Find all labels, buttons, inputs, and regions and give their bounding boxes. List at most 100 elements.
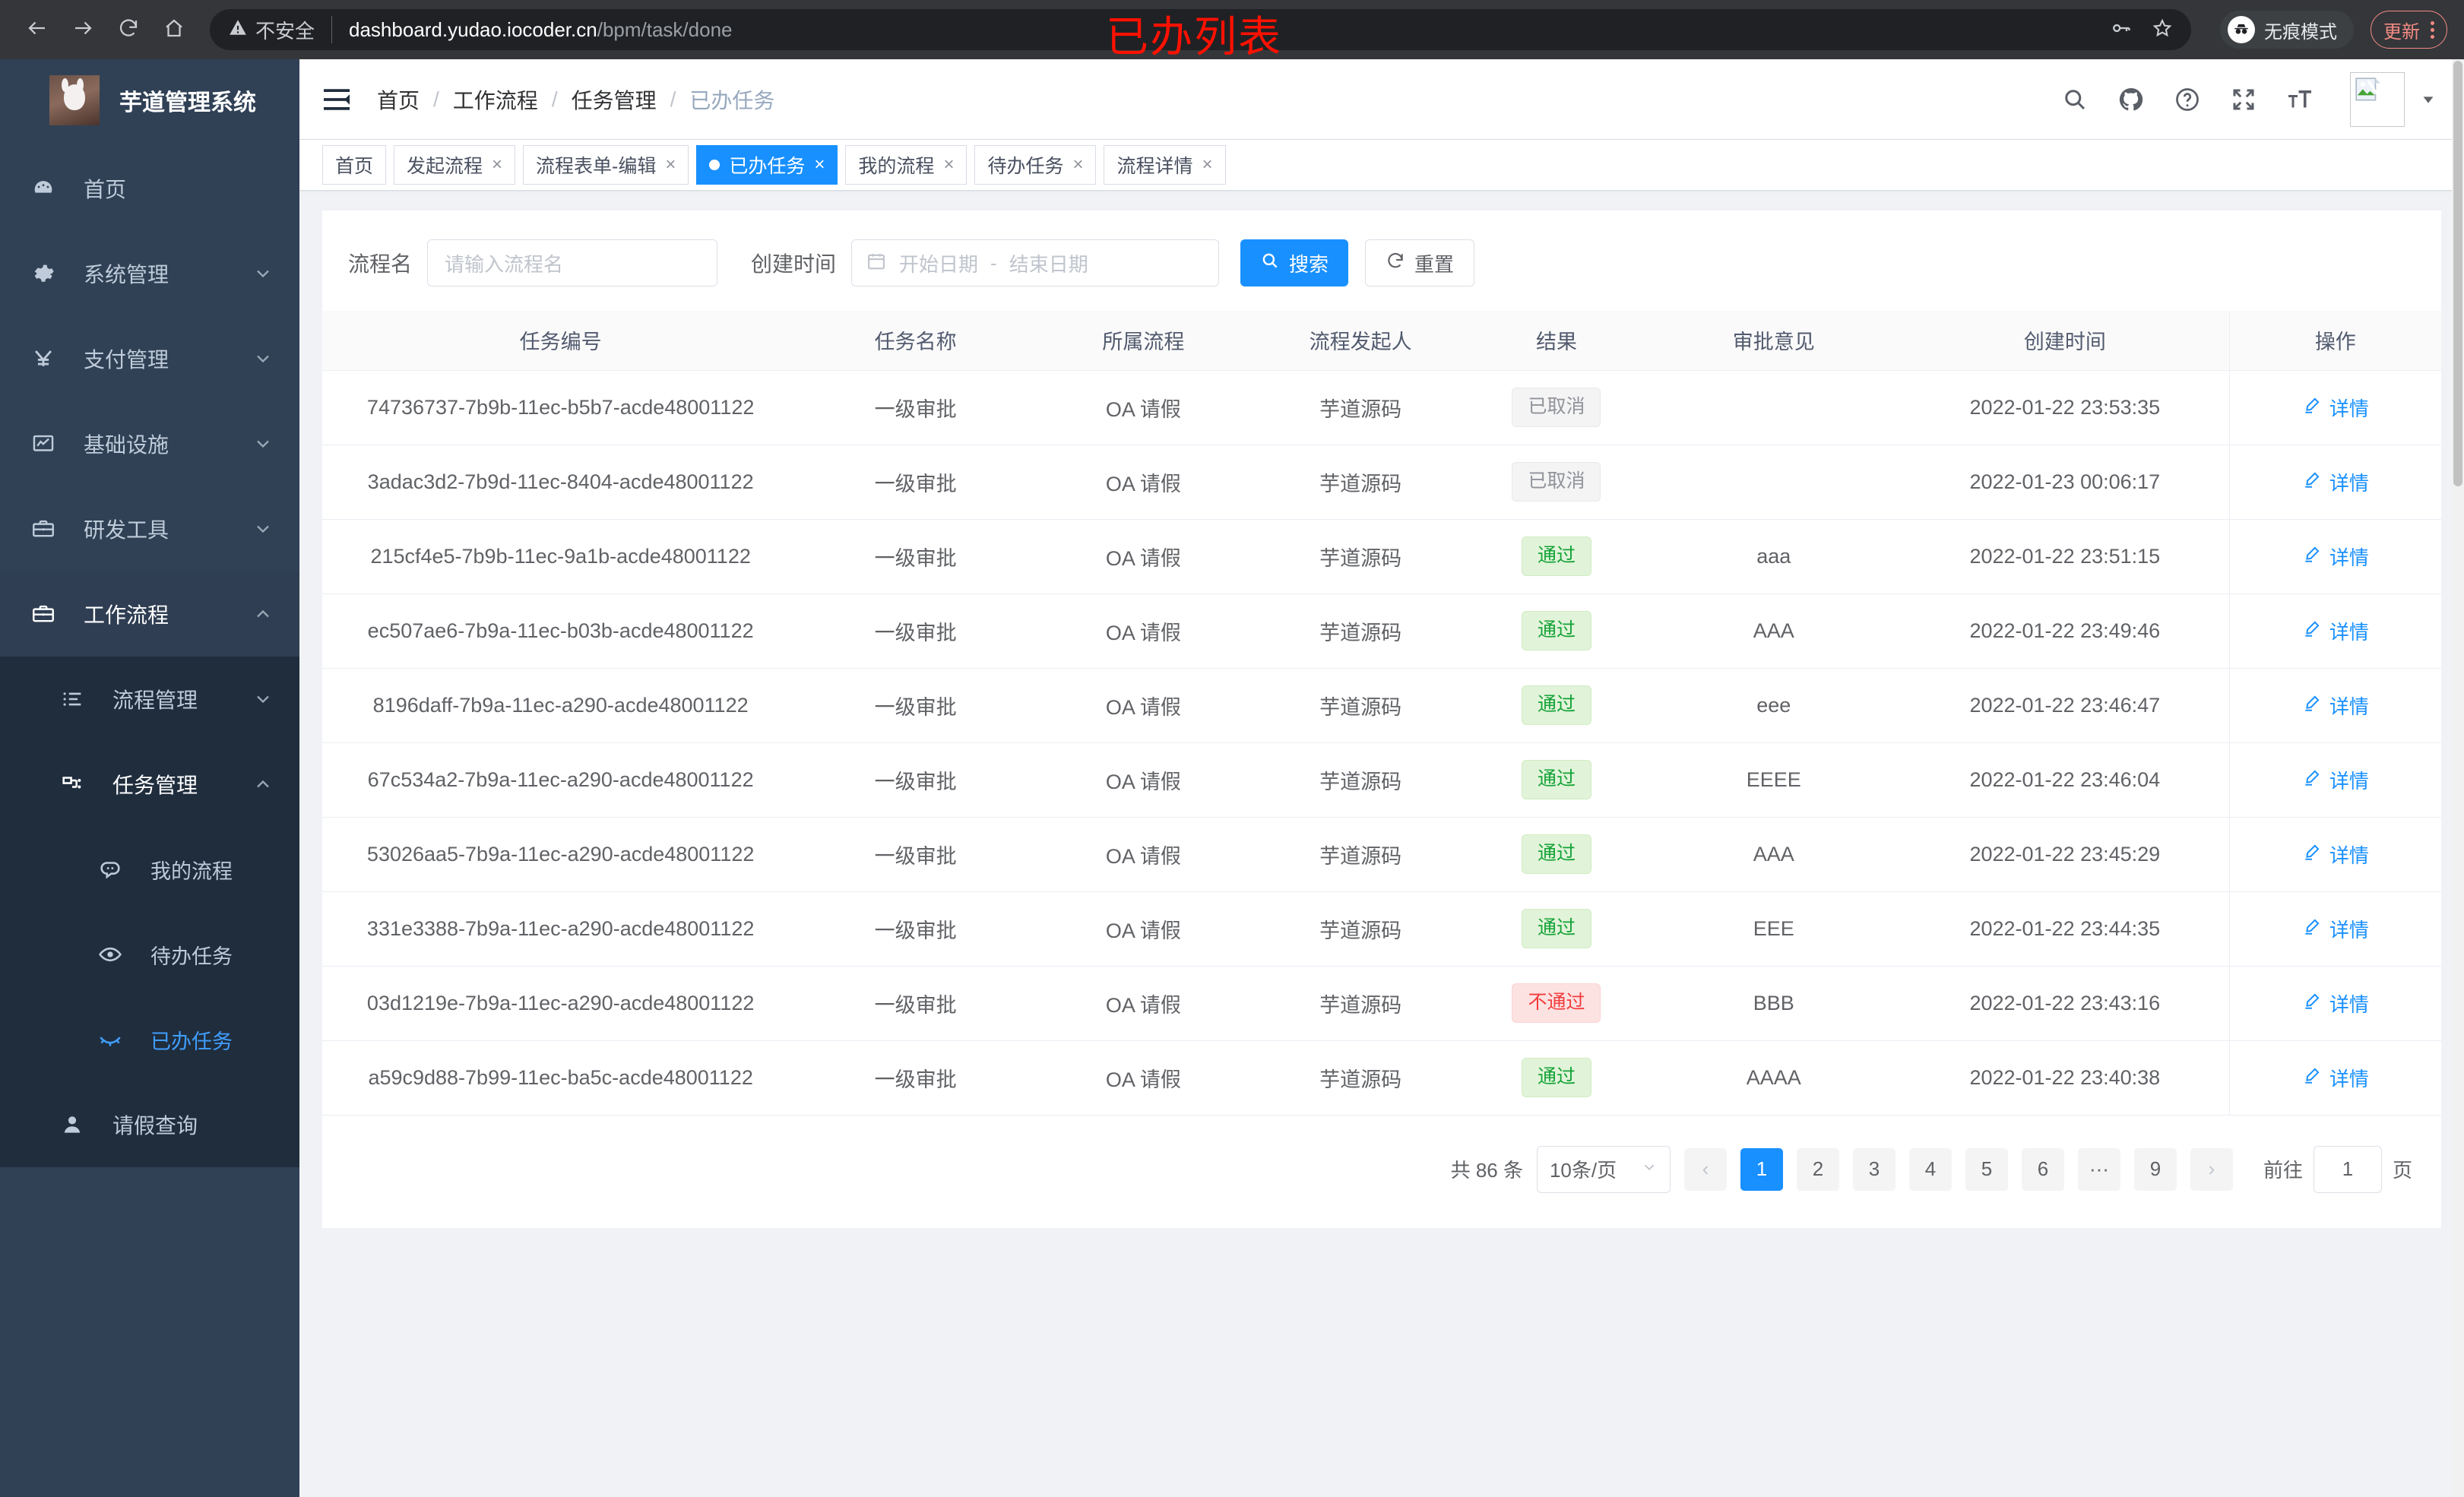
column-header-task-id[interactable]: 任务编号 bbox=[322, 311, 800, 371]
sidebar-item-process-manage[interactable]: 流程管理 bbox=[0, 657, 299, 742]
page-button-5[interactable]: 5 bbox=[1965, 1147, 2008, 1191]
tab-home[interactable]: 首页 bbox=[322, 145, 387, 185]
detail-button[interactable]: 详情 bbox=[2302, 989, 2369, 1018]
sidebar-item-system[interactable]: 系统管理 bbox=[0, 231, 299, 316]
page-ellipsis[interactable]: ··· bbox=[2077, 1147, 2120, 1191]
security-indicator[interactable]: 不安全 bbox=[228, 16, 315, 44]
reset-button[interactable]: 重置 bbox=[1365, 239, 1475, 286]
caret-down-icon[interactable] bbox=[2420, 91, 2437, 108]
sidebar-item-payment[interactable]: 支付管理 bbox=[0, 316, 299, 401]
sidebar-item-devtools[interactable]: 研发工具 bbox=[0, 486, 299, 571]
sidebar-item-done-task[interactable]: 已办任务 bbox=[0, 997, 299, 1082]
page-button-6[interactable]: 6 bbox=[2021, 1147, 2064, 1191]
question-circle-icon[interactable] bbox=[2174, 86, 2201, 113]
sidebar-item-home[interactable]: 首页 bbox=[0, 146, 299, 231]
column-header-task-name[interactable]: 任务名称 bbox=[799, 311, 1032, 371]
star-icon[interactable] bbox=[2152, 17, 2173, 43]
detail-button[interactable]: 详情 bbox=[2302, 617, 2369, 645]
hamburger-icon[interactable] bbox=[321, 83, 354, 116]
page-button-2[interactable]: 2 bbox=[1796, 1147, 1839, 1191]
page-button-4[interactable]: 4 bbox=[1908, 1147, 1952, 1191]
detail-button[interactable]: 详情 bbox=[2302, 1064, 2369, 1092]
key-icon[interactable] bbox=[2111, 17, 2132, 43]
close-icon[interactable]: × bbox=[492, 154, 503, 175]
detail-button[interactable]: 详情 bbox=[2302, 394, 2369, 422]
table-row[interactable]: 8196daff-7b9a-11ec-a290-acde48001122 一级审批… bbox=[322, 668, 2441, 743]
detail-button[interactable]: 详情 bbox=[2302, 543, 2369, 571]
sidebar-item-infrastructure[interactable]: 基础设施 bbox=[0, 401, 299, 486]
cell-task-name: 一级审批 bbox=[799, 817, 1032, 892]
status-badge: 通过 bbox=[1521, 685, 1591, 725]
sidebar-item-task-manage[interactable]: 任务管理 bbox=[0, 742, 299, 827]
detail-button[interactable]: 详情 bbox=[2302, 766, 2369, 794]
detail-button[interactable]: 详情 bbox=[2302, 915, 2369, 943]
table-row[interactable]: a59c9d88-7b99-11ec-ba5c-acde48001122 一级审批… bbox=[322, 1040, 2441, 1116]
forward-button[interactable] bbox=[62, 9, 103, 50]
fullscreen-icon[interactable] bbox=[2230, 86, 2257, 113]
tab-my-process[interactable]: 我的流程 × bbox=[845, 145, 968, 185]
close-icon[interactable]: × bbox=[814, 154, 825, 175]
sidebar-item-leave-query[interactable]: 请假查询 bbox=[0, 1082, 299, 1167]
kebab-menu-icon[interactable] bbox=[2431, 21, 2434, 39]
tab-process-detail[interactable]: 流程详情 × bbox=[1104, 145, 1226, 185]
table-row[interactable]: ec507ae6-7b9a-11ec-b03b-acde48001122 一级审批… bbox=[322, 593, 2441, 669]
table-row[interactable]: 74736737-7b9b-11ec-b5b7-acde48001122 一级审批… bbox=[322, 370, 2441, 445]
tab-todo-task[interactable]: 待办任务 × bbox=[974, 145, 1097, 185]
tab-process-form-edit[interactable]: 流程表单-编辑 × bbox=[523, 145, 689, 185]
brand[interactable]: 芋道管理系统 bbox=[0, 59, 299, 141]
font-size-icon[interactable] bbox=[2286, 86, 2314, 113]
create-time-range-picker[interactable]: 开始日期 - 结束日期 bbox=[851, 239, 1220, 286]
column-header-opinion[interactable]: 审批意见 bbox=[1646, 311, 1902, 371]
sidebar-item-todo-task[interactable]: 待办任务 bbox=[0, 912, 299, 997]
page-button-1[interactable]: 1 bbox=[1740, 1147, 1783, 1191]
breadcrumb-item-workflow[interactable]: 工作流程 bbox=[452, 88, 538, 112]
address-bar[interactable]: 不安全 dashboard.yudao.iocoder.cn/bpm/task/… bbox=[210, 9, 2191, 50]
page-scrollbar[interactable] bbox=[2452, 59, 2464, 1497]
page-size-select[interactable]: 10条/页 bbox=[1536, 1145, 1671, 1193]
column-header-result[interactable]: 结果 bbox=[1466, 311, 1647, 371]
home-button[interactable] bbox=[154, 9, 195, 50]
detail-button[interactable]: 详情 bbox=[2302, 692, 2369, 720]
cell-task-id: 03d1219e-7b9a-11ec-a290-acde48001122 bbox=[322, 966, 800, 1041]
incognito-indicator[interactable]: 无痕模式 bbox=[2220, 11, 2354, 49]
table-row[interactable]: 67c534a2-7b9a-11ec-a290-acde48001122 一级审批… bbox=[322, 742, 2441, 818]
next-page-button[interactable]: › bbox=[2190, 1147, 2233, 1191]
github-icon[interactable] bbox=[2117, 86, 2145, 113]
update-button[interactable]: 更新 bbox=[2371, 11, 2447, 49]
close-icon[interactable]: × bbox=[943, 154, 955, 175]
sidebar-item-workflow[interactable]: 工作流程 bbox=[0, 571, 299, 657]
search-icon[interactable] bbox=[2061, 86, 2089, 113]
avatar[interactable] bbox=[2350, 71, 2405, 127]
scrollbar-thumb[interactable] bbox=[2453, 61, 2462, 486]
tab-done-task[interactable]: 已办任务 × bbox=[696, 145, 838, 185]
close-icon[interactable]: × bbox=[665, 154, 676, 175]
table-row[interactable]: 215cf4e5-7b9b-11ec-9a1b-acde48001122 一级审批… bbox=[322, 519, 2441, 594]
breadcrumb-item-task[interactable]: 任务管理 bbox=[571, 88, 657, 112]
search-button[interactable]: 搜索 bbox=[1240, 239, 1349, 286]
table-row[interactable]: 53026aa5-7b9a-11ec-a290-acde48001122 一级审批… bbox=[322, 817, 2441, 892]
close-icon[interactable]: × bbox=[1072, 154, 1084, 175]
column-header-create-time[interactable]: 创建时间 bbox=[1901, 311, 2230, 371]
back-button[interactable] bbox=[17, 9, 58, 50]
page-button-3[interactable]: 3 bbox=[1852, 1147, 1896, 1191]
tab-start-process[interactable]: 发起流程 × bbox=[394, 145, 516, 185]
sidebar-item-my-process[interactable]: 我的流程 bbox=[0, 827, 299, 912]
reload-button[interactable] bbox=[108, 9, 149, 50]
detail-button[interactable]: 详情 bbox=[2302, 468, 2369, 496]
column-header-starter[interactable]: 流程发起人 bbox=[1254, 311, 1467, 371]
table-row[interactable]: 3adac3d2-7b9d-11ec-8404-acde48001122 一级审批… bbox=[322, 445, 2441, 520]
goto-page-input[interactable]: 1 bbox=[2313, 1145, 2382, 1193]
cell-create-time: 2022-01-22 23:53:35 bbox=[1901, 370, 2230, 445]
breadcrumb-item-home[interactable]: 首页 bbox=[377, 88, 420, 112]
prev-page-button[interactable]: ‹ bbox=[1683, 1147, 1727, 1191]
cell-task-id: 331e3388-7b9a-11ec-a290-acde48001122 bbox=[322, 891, 800, 967]
close-icon[interactable]: × bbox=[1202, 154, 1213, 175]
column-header-process[interactable]: 所属流程 bbox=[1031, 311, 1255, 371]
page-button-9[interactable]: 9 bbox=[2133, 1147, 2177, 1191]
table-row[interactable]: 03d1219e-7b9a-11ec-a290-acde48001122 一级审批… bbox=[322, 966, 2441, 1041]
detail-button[interactable]: 详情 bbox=[2302, 840, 2369, 869]
process-name-input[interactable]: 请输入流程名 bbox=[427, 239, 718, 286]
cell-create-time: 2022-01-22 23:51:15 bbox=[1901, 519, 2230, 594]
table-body: 74736737-7b9b-11ec-b5b7-acde48001122 一级审批… bbox=[322, 370, 2441, 1116]
table-row[interactable]: 331e3388-7b9a-11ec-a290-acde48001122 一级审批… bbox=[322, 891, 2441, 967]
